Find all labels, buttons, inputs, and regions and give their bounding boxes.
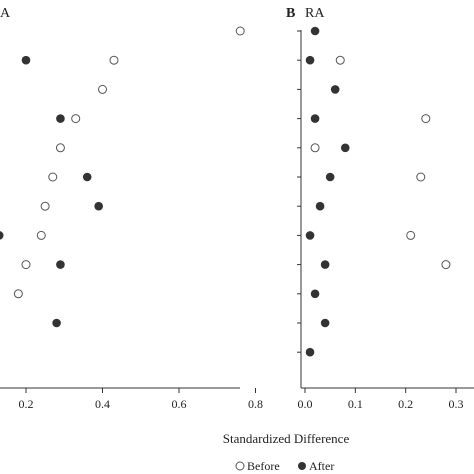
legend-after-label: After: [309, 459, 334, 473]
panel-a-point-before: [21, 260, 31, 270]
panel-a-point-before: [235, 26, 245, 36]
panel-b-point-before: [416, 172, 426, 182]
panel-a-x-tick-label: 0.2: [19, 397, 34, 411]
panel-a-x-tick-label: 0.8: [248, 397, 263, 411]
panel-b-point-before: [441, 260, 451, 270]
panel-b-letter: B: [286, 6, 295, 21]
panel-b-point-after: [310, 26, 320, 36]
panel-a-point-after: [94, 201, 103, 211]
panel-b-title: RA: [305, 6, 325, 21]
panel-a-title: A: [0, 6, 11, 21]
panel-a-points: [0, 26, 245, 328]
panel-b-x-tick-label: 0.2: [398, 397, 413, 411]
panel-b-point-after: [340, 143, 350, 153]
panel-b-point-before: [421, 114, 431, 124]
panel-b-point-after: [305, 231, 315, 240]
panel-b-x-tick-label: 0.1: [348, 397, 363, 411]
panel-a-point-before: [48, 172, 58, 182]
panel-b-point-after: [330, 85, 340, 94]
x-axis-label: Standardized Difference: [223, 431, 350, 446]
panel-a-point-after: [56, 114, 65, 123]
panel-a-point-before: [55, 143, 65, 153]
panel-b-point-after: [315, 201, 325, 211]
panel-a-point-before: [40, 201, 50, 211]
legend-before-label: Before: [247, 459, 280, 473]
panel-a-point-before: [71, 114, 81, 124]
panel-b: B RA 0.0 0.1 0.2 0.3: [286, 6, 474, 411]
panel-a-point-before: [109, 55, 119, 65]
panel-a-point-after: [0, 231, 4, 240]
panel-b-x-tick-label: 0.3: [449, 397, 464, 411]
legend-before-marker: [235, 461, 245, 471]
panel-b-y-ticks: [297, 30, 301, 353]
panel-b-point-before: [310, 143, 320, 153]
panel-b-point-before: [406, 230, 416, 240]
panel-b-point-after: [320, 260, 330, 269]
panel-a-x-ticks: 0.2 0.4 0.6 0.8: [19, 388, 263, 411]
panel-b-point-after: [305, 347, 315, 357]
panel-b-x-tick-label: 0.0: [298, 397, 313, 411]
panel-a: A 0.2 0.4 0.6 0.8: [0, 6, 263, 411]
panel-b-point-after: [310, 289, 320, 299]
panel-b-x-ticks: 0.0 0.1 0.2 0.3: [298, 388, 464, 411]
panel-a-x-tick-label: 0.4: [95, 397, 110, 411]
panel-b-points: [305, 26, 451, 357]
legend: Before After: [235, 459, 334, 473]
panel-a-point-before: [36, 230, 46, 240]
panel-a-point-after: [52, 318, 61, 328]
panel-a-point-before: [13, 289, 23, 299]
panel-a-point-after: [82, 172, 92, 182]
panel-b-point-after: [320, 318, 330, 328]
panel-a-x-tick-label: 0.6: [172, 397, 187, 411]
panel-a-point-after: [56, 260, 65, 269]
panel-b-point-before: [335, 55, 345, 65]
panel-b-point-after: [325, 172, 335, 182]
panel-a-point-after: [21, 55, 31, 65]
panel-a-point-before: [98, 84, 107, 94]
panel-b-point-after: [305, 55, 315, 65]
legend-after-marker: [298, 462, 306, 470]
panel-b-point-after: [310, 114, 320, 123]
